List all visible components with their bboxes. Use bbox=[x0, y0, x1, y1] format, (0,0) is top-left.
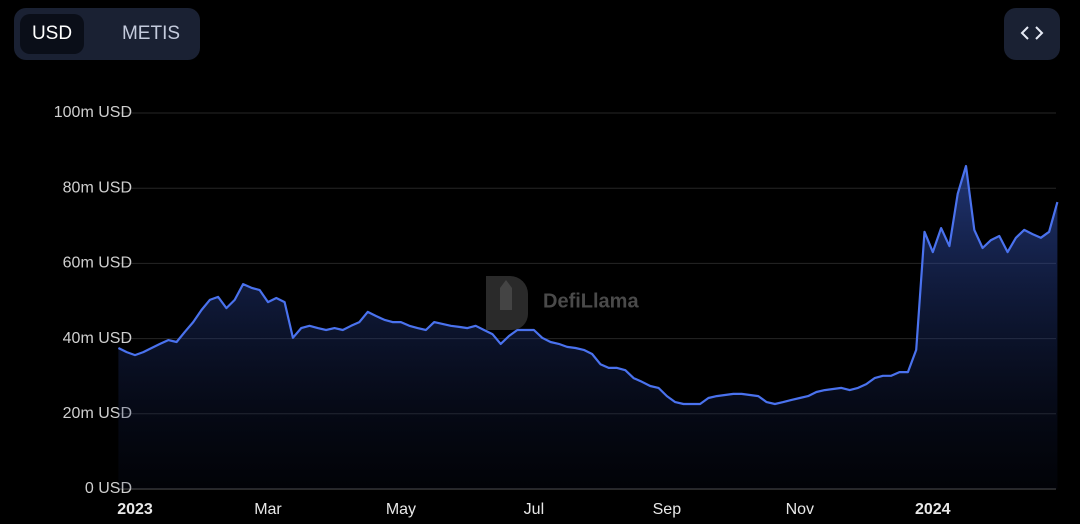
x-tick-label: Sep bbox=[653, 501, 682, 518]
toggle-active[interactable] bbox=[20, 14, 84, 54]
x-tick-label: Nov bbox=[786, 501, 814, 518]
x-tick-label: Mar bbox=[254, 501, 282, 518]
embed-icon-right bbox=[1035, 26, 1044, 40]
embed-icon-left bbox=[1020, 26, 1029, 40]
x-tick-label: Jul bbox=[524, 501, 544, 518]
x-tick-label: 2024 bbox=[915, 501, 951, 518]
y-tick-label: 20m USD bbox=[63, 405, 132, 422]
toggle-usd[interactable]: USD bbox=[32, 23, 72, 44]
y-tick-label: 80m USD bbox=[63, 179, 132, 196]
area bbox=[118, 166, 1058, 489]
line bbox=[117, 164, 1059, 406]
x-tick-label: May bbox=[386, 501, 416, 518]
x-tick-label: 2023 bbox=[117, 501, 153, 518]
watermark-text: DefiLlama bbox=[543, 290, 639, 312]
watermark: DefiLlama bbox=[486, 276, 639, 330]
y-tick-label: 100m USD bbox=[54, 104, 132, 121]
embed-button[interactable] bbox=[1004, 8, 1060, 60]
watermark-llama bbox=[500, 280, 512, 310]
y-tick-label: 60m USD bbox=[63, 255, 132, 272]
toggle-metis[interactable]: METIS bbox=[122, 23, 180, 44]
y-tick-label: 40m USD bbox=[63, 330, 132, 347]
